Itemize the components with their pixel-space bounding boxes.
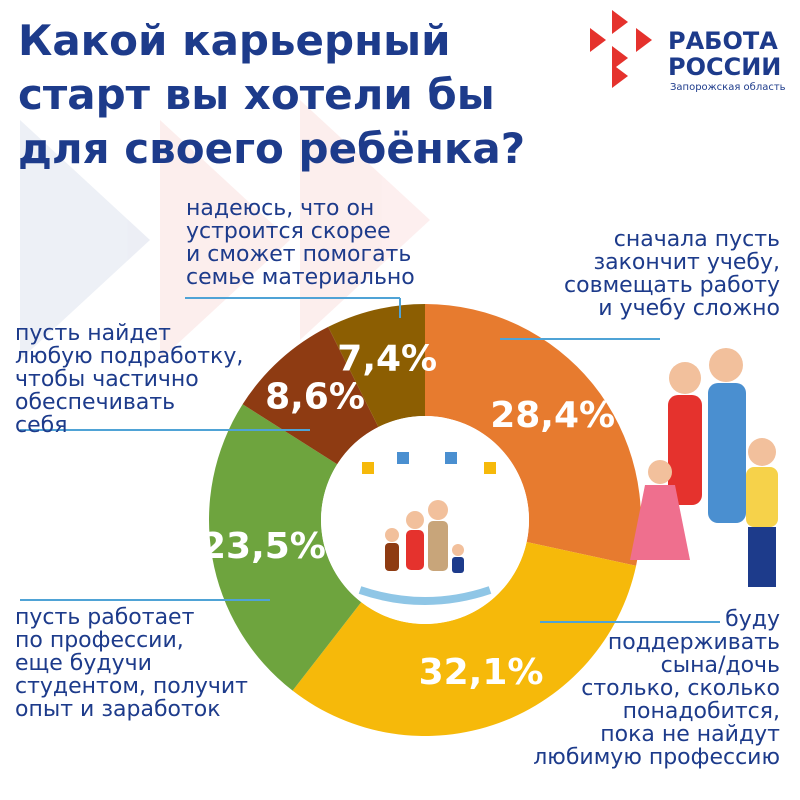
donut-segment	[292, 542, 637, 736]
title: Какой карьерный старт вы хотели бы для с…	[18, 16, 526, 173]
category-label: пусть найдет любую подработку, чтобы час…	[15, 321, 244, 438]
category-label: пусть работает по профессии, еще будучи …	[15, 605, 248, 722]
logo-name: РАБОТА РОССИИ	[668, 27, 782, 81]
leader-lines	[20, 297, 720, 623]
background-arrows	[20, 100, 430, 360]
value-label: 23,5%	[201, 526, 326, 567]
family-illustration	[630, 348, 778, 587]
donut-segment	[242, 326, 379, 465]
donut-segment	[328, 304, 425, 428]
donut: 28,4% 32,1% 23,5% 8,6%7,4%	[201, 304, 641, 736]
value-label: 28,4%	[490, 395, 615, 436]
category-label: надеюсь, что он устроится скорее и сможе…	[186, 196, 415, 290]
donut-segment	[425, 304, 641, 566]
value-label: 32,1%	[419, 652, 544, 693]
center-illustration	[321, 416, 529, 624]
donut-segment	[209, 404, 362, 691]
value-label: 8,6%	[265, 376, 365, 417]
logo-icon	[590, 10, 652, 88]
category-label: буду поддерживать сына/дочь столько, ско…	[533, 607, 780, 770]
value-label: 7,4%	[337, 338, 437, 379]
category-label: сначала пусть закончит учебу, совмещать …	[564, 227, 780, 321]
logo-region: Запорожская область	[670, 82, 786, 93]
